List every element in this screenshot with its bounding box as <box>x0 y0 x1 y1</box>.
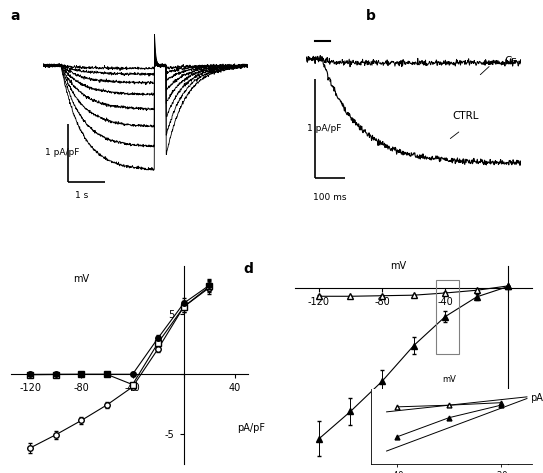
Text: 1 pA/pF: 1 pA/pF <box>307 124 342 133</box>
Text: a: a <box>11 9 20 24</box>
Text: 1 s: 1 s <box>75 191 88 200</box>
Bar <box>436 280 459 354</box>
Text: b: b <box>367 9 376 24</box>
Text: mV: mV <box>390 261 406 271</box>
Text: CTRL: CTRL <box>452 111 479 122</box>
Text: d: d <box>243 262 253 276</box>
Text: mV: mV <box>442 376 456 385</box>
Text: pA/pF: pA/pF <box>237 423 266 433</box>
Text: 100 ms: 100 ms <box>313 193 346 202</box>
Text: 1 pA/pF: 1 pA/pF <box>45 149 79 158</box>
Text: pA/pF: pA/pF <box>531 393 543 403</box>
Text: mV: mV <box>73 274 90 284</box>
Text: Cs: Cs <box>504 56 517 66</box>
